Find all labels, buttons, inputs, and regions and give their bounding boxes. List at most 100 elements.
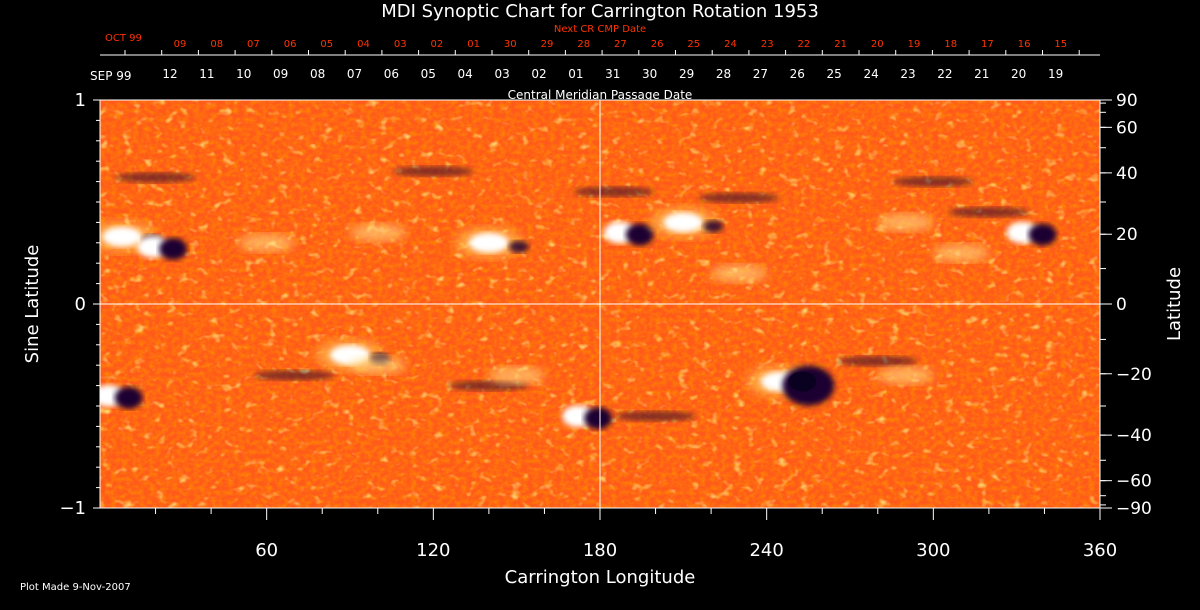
next-cr-date-label: 15: [1054, 39, 1067, 50]
next-cr-date-label: 08: [210, 39, 223, 50]
chart-title: MDI Synoptic Chart for Carrington Rotati…: [381, 1, 819, 22]
plage-patch: [238, 233, 295, 252]
negative-network-patch: [115, 172, 196, 183]
next-cr-month: OCT 99: [105, 33, 142, 44]
next-cr-date-label: 05: [320, 39, 333, 50]
next-cr-date-label: 03: [394, 39, 407, 50]
right-tick-label: −90: [1116, 499, 1152, 519]
next-cr-date-label: 24: [724, 39, 737, 50]
cmp-date-label: 11: [199, 67, 214, 81]
cmp-date-label: 22: [937, 67, 952, 81]
left-tick-label: 0: [75, 294, 86, 315]
plot-made-note: Plot Made 9-Nov-2007: [20, 582, 131, 593]
cmp-month: SEP 99: [90, 69, 132, 83]
cmp-date-label: 03: [494, 67, 509, 81]
active-region: [603, 221, 654, 246]
right-tick-label: 40: [1116, 164, 1138, 184]
negative-network-patch: [698, 192, 779, 203]
active-region: [454, 226, 529, 259]
next-cr-date-label: 07: [247, 39, 260, 50]
next-cr-date-label: 28: [577, 39, 590, 50]
cmp-date-label: 21: [974, 67, 989, 81]
cmp-date-label: 08: [310, 67, 325, 81]
cmp-date-label: 27: [753, 67, 768, 81]
plage-patch: [710, 264, 767, 283]
cmp-date-label: 07: [347, 67, 362, 81]
cmp-date-label: 26: [790, 67, 805, 81]
negative-network-patch: [573, 186, 654, 197]
bottom-tick-label: 300: [916, 540, 950, 561]
negative-network-patch: [615, 411, 696, 422]
right-tick-label: 20: [1116, 225, 1138, 245]
next-cr-label: Next CR CMP Date: [554, 24, 646, 35]
right-tick-label: 90: [1116, 91, 1138, 111]
next-cr-date-label: 17: [981, 39, 994, 50]
next-cr-date-label: 29: [541, 39, 554, 50]
next-cr-date-label: 04: [357, 39, 370, 50]
active-region: [649, 206, 724, 239]
right-tick-label: −40: [1116, 426, 1152, 446]
cmp-date-label: 20: [1011, 67, 1026, 81]
next-cr-date-label: 23: [761, 39, 774, 50]
plage-patch: [877, 213, 934, 232]
cmp-date-label: 28: [716, 67, 731, 81]
negative-network-patch: [393, 166, 474, 177]
next-cr-date-label: 09: [174, 39, 187, 50]
next-cr-date-label: 19: [908, 39, 921, 50]
right-tick-label: 0: [1116, 295, 1127, 315]
cmp-date-label: 24: [863, 67, 878, 81]
negative-network-patch: [948, 207, 1029, 218]
next-cr-date-label: 25: [687, 39, 700, 50]
next-cr-date-labels: 09 08 07 06 05 04 03 02 01 30 29 28 27 26 25 24 23 22 21 20…: [174, 39, 1068, 50]
cmp-date-label: 06: [384, 67, 399, 81]
active-regions: [100, 166, 1057, 430]
cmp-date-label: 10: [236, 67, 251, 81]
cmp-date-label: 30: [642, 67, 657, 81]
next-cr-date-label: 02: [431, 39, 444, 50]
active-region: [1006, 221, 1057, 246]
active-region: [562, 405, 613, 430]
left-axis: −1 0 1: [59, 90, 100, 519]
right-tick-label: −60: [1116, 472, 1152, 492]
bottom-tick-label: 120: [416, 540, 450, 561]
next-cr-date-label: 22: [798, 39, 811, 50]
negative-network-patch: [254, 370, 335, 381]
cmp-date-label: 04: [458, 67, 473, 81]
cmp-date-label: 01: [568, 67, 583, 81]
plage-patch: [349, 356, 406, 375]
bottom-tick-label: 240: [749, 540, 783, 561]
active-region: [782, 365, 835, 406]
next-cr-date-label: 21: [834, 39, 847, 50]
next-cr-date-label: 16: [1018, 39, 1031, 50]
plage-patch: [488, 366, 545, 385]
cmp-date-labels: 12 11 10 09 08 07 06 05 04 03 02 01 31 30 29 28 27 26 25 24…: [162, 67, 1063, 81]
active-region: [100, 384, 143, 409]
bottom-tick-label: 60: [255, 540, 278, 561]
plage-patch: [933, 244, 990, 262]
right-axis: 90 60 40 20 0 −20 −40 −60 −90: [1100, 91, 1152, 519]
x-axis-label: Carrington Longitude: [505, 567, 696, 588]
cmp-label: Central Meridian Passage Date: [508, 88, 693, 102]
cmp-date-label: 09: [273, 67, 288, 81]
next-cr-date-label: 20: [871, 39, 884, 50]
left-tick-label: 1: [75, 90, 86, 111]
next-cr-date-label: 26: [651, 39, 664, 50]
right-tick-label: −20: [1116, 365, 1152, 385]
bottom-axis: 60 120 180 240 300 360: [155, 508, 1117, 561]
left-tick-label: −1: [59, 498, 86, 519]
next-cr-ticks: [124, 50, 1080, 55]
active-region: [137, 235, 188, 260]
cmp-date-label: 05: [421, 67, 436, 81]
bottom-tick-label: 360: [1083, 540, 1117, 561]
next-cr-date-label: 01: [467, 39, 480, 50]
next-cr-date-label: 30: [504, 39, 517, 50]
next-cr-date-label: 06: [284, 39, 297, 50]
plage-patch: [877, 366, 934, 385]
negative-network-patch: [893, 176, 974, 187]
next-cr-date-label: 27: [614, 39, 627, 50]
y-axis-label-left: Sine Latitude: [22, 245, 43, 364]
cmp-date-label: 12: [162, 67, 177, 81]
cmp-date-label: 31: [605, 67, 620, 81]
plage-patch: [349, 223, 406, 242]
